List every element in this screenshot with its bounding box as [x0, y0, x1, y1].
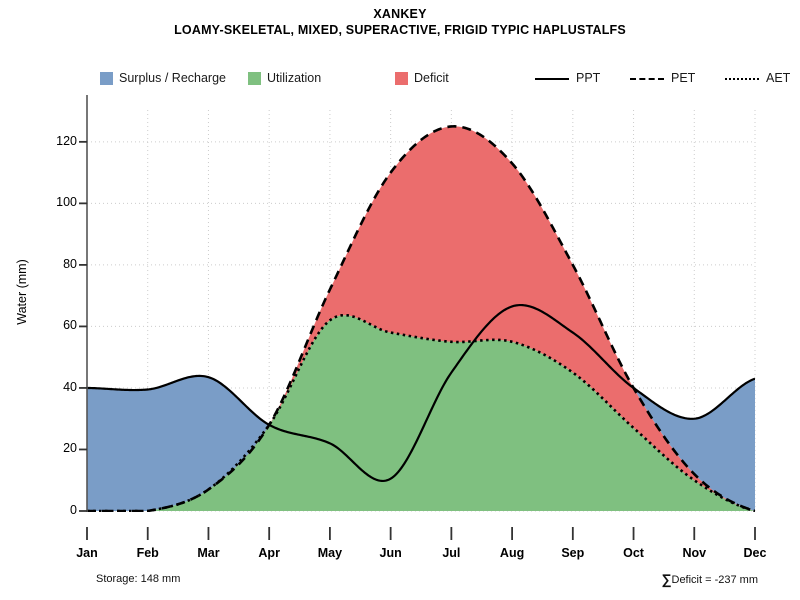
- legend-label-surplus-recharge: Surplus / Recharge: [119, 71, 227, 85]
- y-tick-label: 100: [56, 195, 77, 210]
- total-deficit-note: ∑Deficit = -237 mm: [662, 571, 758, 587]
- legend-item-aet: AET: [725, 68, 790, 88]
- legend-swatch-surplus-recharge: [100, 71, 113, 85]
- x-tick-label: Mar: [197, 546, 220, 560]
- legend-item-utilization: Utilization: [248, 68, 321, 88]
- chart-title: XANKEY LOAMY-SKELETAL, MIXED, SUPERACTIV…: [0, 6, 800, 38]
- y-tick-label: 40: [63, 379, 77, 394]
- x-tick-label: Dec: [743, 546, 767, 560]
- y-tick-label: 120: [56, 133, 77, 148]
- legend-label-ppt: PPT: [576, 71, 601, 85]
- chart-legend: Surplus / Recharge Utilization Deficit P…: [100, 68, 790, 88]
- chart-title-line1: XANKEY: [373, 7, 427, 21]
- legend-line-pet-icon: [630, 72, 664, 85]
- legend-label-deficit: Deficit: [414, 71, 449, 85]
- x-tick-label: Jul: [442, 546, 461, 560]
- y-tick-label: 60: [63, 318, 77, 333]
- storage-note: Storage: 148 mm: [96, 573, 181, 585]
- x-tick-label: Oct: [623, 546, 644, 560]
- legend-item-pet: PET: [630, 68, 695, 88]
- curve-pet: [87, 125, 755, 512]
- x-tick-label: Apr: [258, 546, 280, 560]
- chart-title-line2: LOAMY-SKELETAL, MIXED, SUPERACTIVE, FRIG…: [174, 23, 626, 37]
- fill-deficit: [87, 126, 755, 511]
- sigma-symbol: ∑: [661, 571, 672, 587]
- y-tick-label: 20: [63, 441, 77, 456]
- legend-swatch-deficit: [395, 71, 408, 85]
- total-deficit-text: Deficit = -237 mm: [671, 574, 759, 586]
- legend-label-utilization: Utilization: [267, 71, 322, 85]
- legend-item-surplus-recharge: Surplus / Recharge: [100, 68, 226, 88]
- legend-label-aet: AET: [766, 71, 791, 85]
- x-tick-label: May: [317, 546, 343, 560]
- legend-item-deficit: Deficit: [395, 68, 449, 88]
- x-tick-label: Sep: [561, 546, 585, 560]
- x-tick-label: Nov: [682, 546, 707, 560]
- legend-swatch-utilization: [248, 71, 261, 85]
- curve-ppt: [87, 303, 755, 483]
- legend-label-pet: PET: [671, 71, 696, 85]
- fill-surplus-recharge: [633, 378, 755, 511]
- fill-utilization: [87, 315, 755, 511]
- legend-line-ppt-icon: [535, 72, 569, 85]
- x-tick-label: Jan: [76, 546, 98, 560]
- x-tick-label: Jun: [379, 546, 402, 560]
- x-tick-label: Aug: [499, 546, 525, 560]
- y-tick-label: 0: [70, 503, 77, 517]
- curve-aet: [87, 313, 755, 512]
- y-tick-label: 80: [63, 256, 77, 271]
- x-tick-label: Feb: [136, 546, 159, 560]
- legend-item-ppt: PPT: [535, 68, 600, 88]
- legend-line-aet-icon: [725, 72, 759, 85]
